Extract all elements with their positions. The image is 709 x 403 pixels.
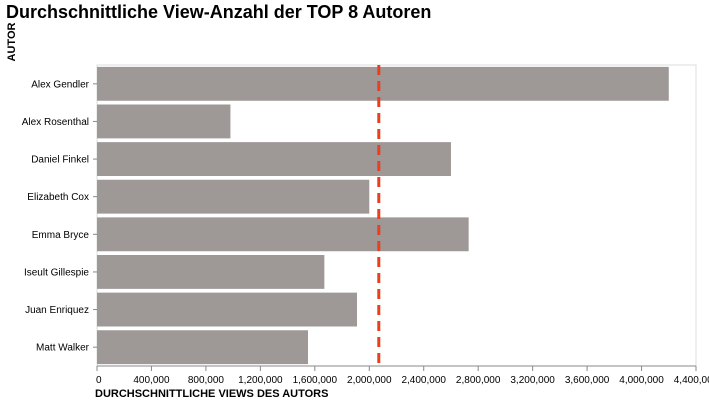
bar-alex-rosenthal <box>97 104 231 139</box>
x-axis: 0 400,000 800,000 1,200,000 1,600,000 2,000,0… <box>96 365 709 386</box>
x-tick-label: 4,000,000 <box>619 375 664 386</box>
x-tick-label: 800,000 <box>188 375 225 386</box>
bars-group <box>97 66 669 365</box>
chart-title: Durchschnittliche View-Anzahl der TOP 8 … <box>6 2 432 22</box>
bar-matt-walker <box>97 330 309 365</box>
y-tick-label: Alex Rosenthal <box>22 117 89 128</box>
y-axis-title: AUTOR <box>6 22 18 61</box>
x-axis-title: DURCHSCHNITTLICHE VIEWS DES AUTORS <box>95 388 328 400</box>
bar-juan-enriquez <box>97 292 358 327</box>
y-tick-label: Juan Enriquez <box>25 305 89 316</box>
x-tick-label: 4,400,000 <box>674 375 709 386</box>
y-axis: Alex Gendler Alex Rosenthal Daniel Finkel E… <box>22 79 97 354</box>
x-tick-label: 2,800,000 <box>456 375 501 386</box>
x-tick-label: 1,600,000 <box>293 375 338 386</box>
x-tick-label: 1,200,000 <box>238 375 283 386</box>
y-tick-label: Emma Bryce <box>32 230 90 241</box>
x-tick-label: 3,200,000 <box>510 375 555 386</box>
x-tick-label: 0 <box>96 375 102 386</box>
bar-iseult-gillespie <box>97 255 325 289</box>
y-tick-label: Alex Gendler <box>31 79 89 90</box>
y-tick-label: Iseult Gillespie <box>24 267 89 278</box>
bar-alex-gendler <box>97 66 669 101</box>
x-tick-label: 400,000 <box>133 375 170 386</box>
x-tick-label: 3,600,000 <box>565 375 610 386</box>
y-tick-label: Matt Walker <box>36 343 90 354</box>
y-tick-label: Elizabeth Cox <box>27 192 89 203</box>
x-tick-label: 2,000,000 <box>347 375 392 386</box>
bar-daniel-finkel <box>97 142 451 176</box>
y-tick-label: Daniel Finkel <box>31 155 89 166</box>
bar-elizabeth-cox <box>97 179 370 214</box>
bar-emma-bryce <box>97 217 469 252</box>
x-tick-label: 2,400,000 <box>401 375 446 386</box>
